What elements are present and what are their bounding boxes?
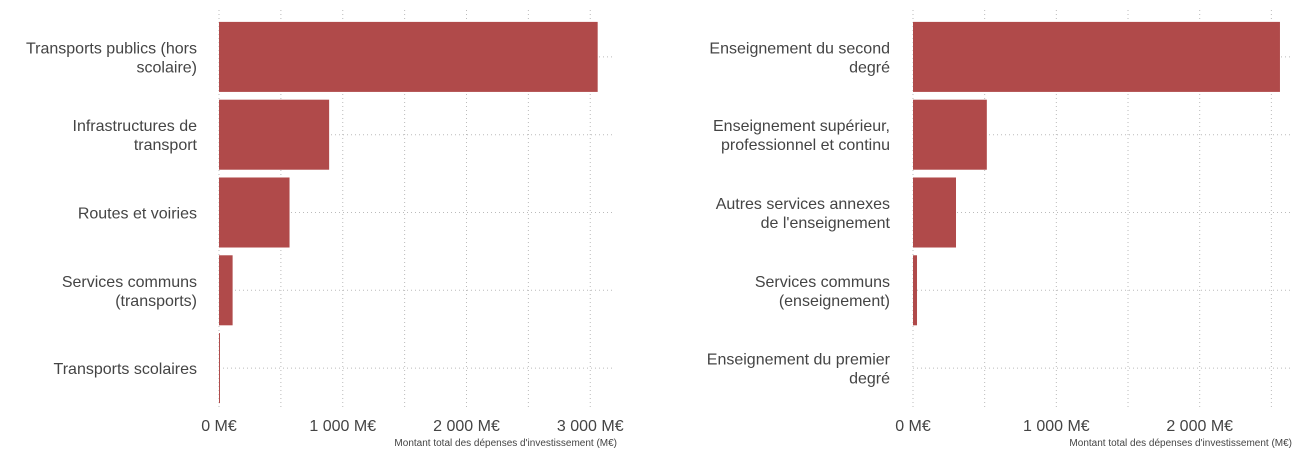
bar <box>219 99 330 170</box>
y-tick-label: Transports scolaires <box>54 361 197 378</box>
y-tick-label: Services communs (enseignement) <box>755 274 890 310</box>
bar <box>913 177 957 248</box>
bar <box>219 255 233 326</box>
bar <box>913 99 987 170</box>
y-tick-label: Transports publics (hors scolaire) <box>26 40 197 76</box>
y-tick-label: Enseignement du premier degré <box>707 352 891 388</box>
x-tick-label: 1 000 M€ <box>309 418 376 435</box>
y-tick-label: Infrastructures de transport <box>73 118 198 154</box>
bar <box>913 255 918 326</box>
y-tick-label: Enseignement du second degré <box>709 40 890 76</box>
bar <box>219 21 598 92</box>
x-tick-label: 2 000 M€ <box>433 418 500 435</box>
x-tick-label: 0 M€ <box>895 418 931 435</box>
x-tick-label: 1 000 M€ <box>1023 418 1090 435</box>
x-tick-label: 3 000 M€ <box>557 418 624 435</box>
x-tick-label: 0 M€ <box>201 418 237 435</box>
y-tick-label: Services communs (transports) <box>62 274 197 310</box>
y-tick-label: Routes et voiries <box>78 206 197 223</box>
bar <box>913 21 1280 92</box>
x-axis-label: Montant total des dépenses d'investissem… <box>1069 438 1292 449</box>
y-tick-label: Autres services annexes de l'enseignement <box>716 196 891 232</box>
y-tick-label: Enseignement supérieur, professionnel et … <box>713 118 890 154</box>
bar <box>219 177 290 248</box>
x-axis-label: Montant total des dépenses d'investissem… <box>394 438 617 449</box>
x-tick-label: 2 000 M€ <box>1166 418 1233 435</box>
bar <box>219 333 220 404</box>
